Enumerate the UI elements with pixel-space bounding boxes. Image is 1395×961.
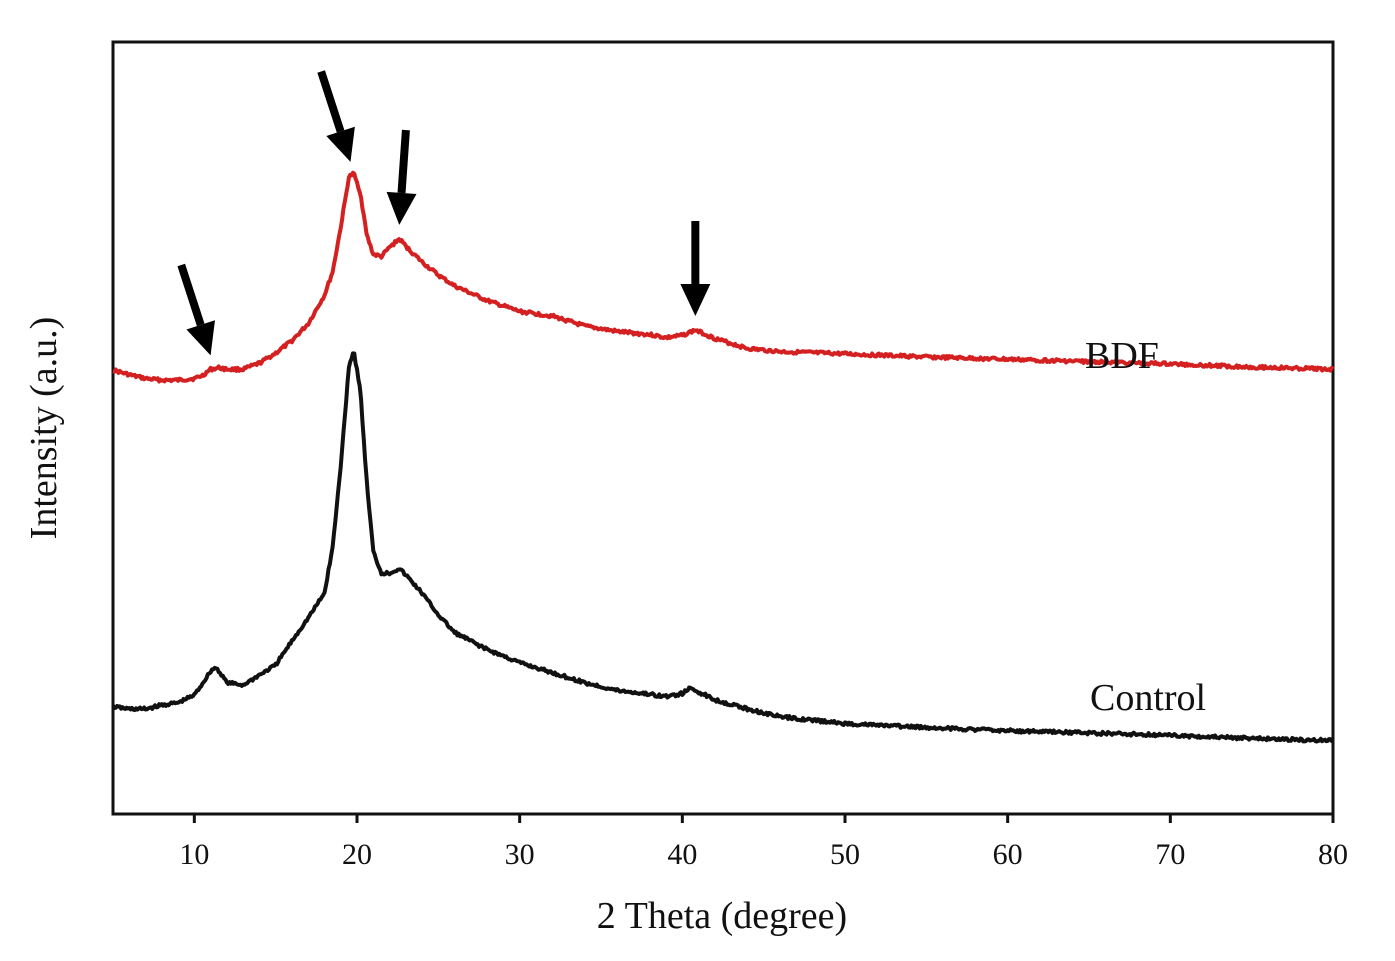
x-tick-label: 80	[1318, 838, 1348, 871]
x-tick-label: 60	[993, 838, 1023, 871]
plot-frame	[111, 40, 1335, 816]
x-tick-label: 50	[830, 838, 860, 871]
series-line-bdf	[112, 170, 1335, 384]
x-tick-label: 10	[179, 838, 209, 871]
x-tick-label: 70	[1155, 838, 1185, 871]
series-layer	[111, 170, 1335, 744]
peak-arrow	[177, 263, 215, 356]
peak-arrow	[317, 70, 355, 162]
y-axis-title: Intensity (a.u.)	[23, 317, 65, 540]
x-tick-label: 20	[342, 838, 372, 871]
series-line-control	[111, 351, 1334, 744]
x-axis-ticks: 10 20 30 40 50 60 70 80	[179, 814, 1348, 871]
peak-arrow	[386, 129, 417, 225]
series-label-control: Control	[1090, 677, 1206, 719]
x-tick-label: 30	[505, 838, 535, 871]
peak-arrow	[680, 220, 711, 316]
x-axis-title: 2 Theta (degree)	[597, 895, 847, 937]
series-label-bdf: BDF	[1085, 335, 1159, 377]
annotation-arrows	[177, 70, 711, 356]
x-tick-label: 40	[667, 838, 697, 871]
